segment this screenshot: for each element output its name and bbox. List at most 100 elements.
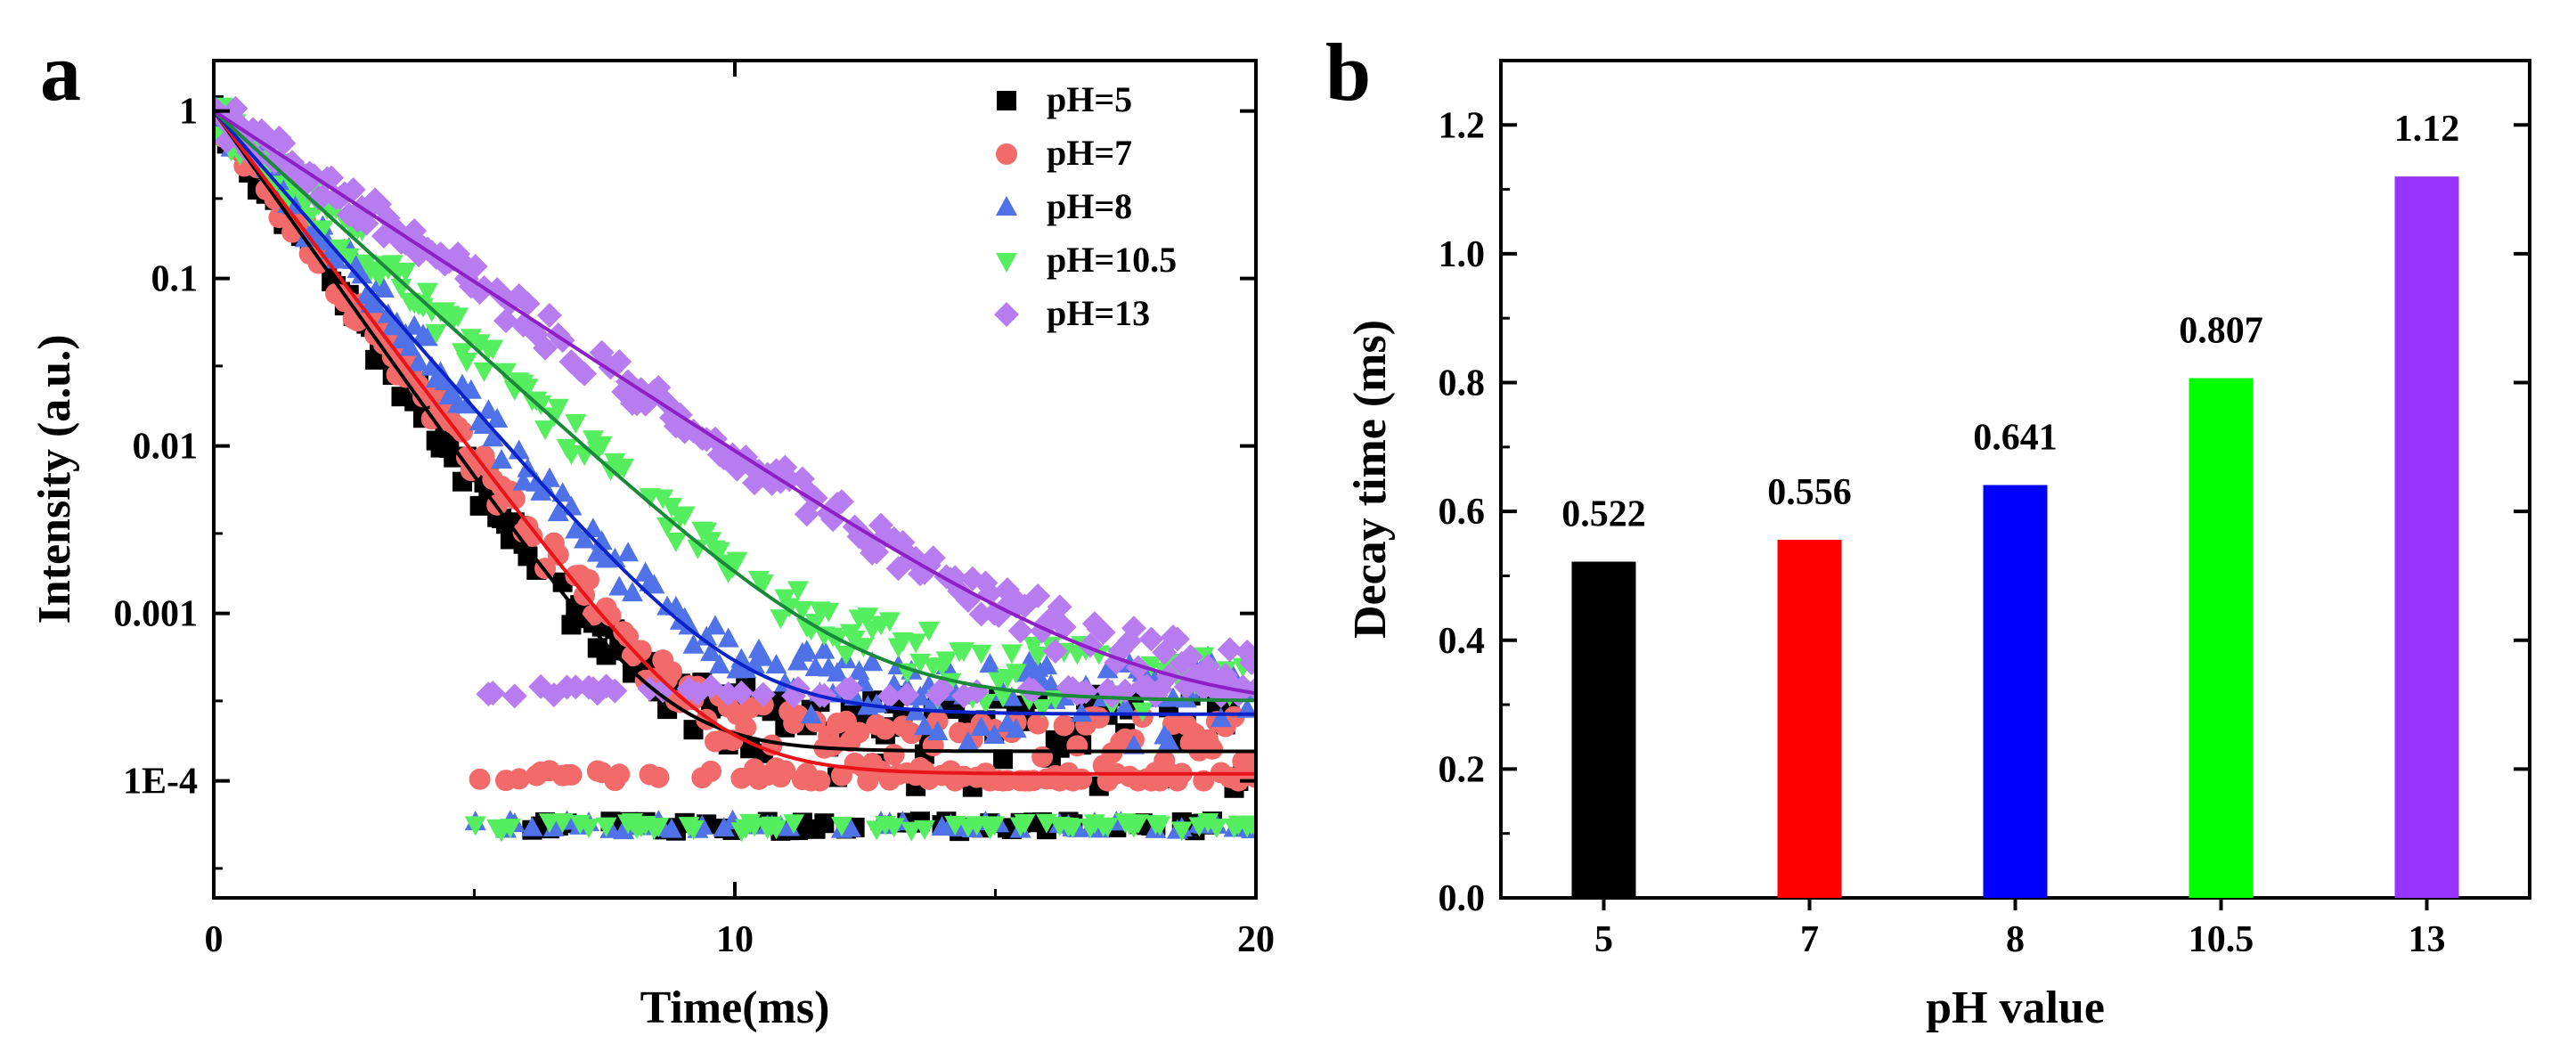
series-ph-8-fit-line <box>214 110 1256 716</box>
marker-diamond <box>1021 677 1047 703</box>
marker-diamond <box>837 675 863 701</box>
marker-triangle-down <box>830 816 852 836</box>
y-tick-label: 0.01 <box>133 427 199 468</box>
marker-triangle-down <box>953 642 975 663</box>
legend-label: pH=7 <box>1047 133 1132 173</box>
marker-diamond <box>602 678 628 704</box>
marker-triangle-down <box>464 816 486 836</box>
marker-triangle-up <box>542 817 565 837</box>
marker-triangle-down <box>390 278 412 298</box>
marker-triangle-up <box>460 379 482 399</box>
marker-triangle-down <box>883 818 905 838</box>
marker-circle <box>883 744 905 766</box>
marker-circle <box>503 487 526 510</box>
marker-circle <box>774 760 796 782</box>
legend-label: pH=5 <box>1047 79 1132 119</box>
marker-triangle-up <box>913 715 935 736</box>
bar-value-label: 0.522 <box>1561 494 1646 535</box>
marker-triangle-up <box>700 641 722 662</box>
marker-triangle-down <box>783 814 805 835</box>
marker-diamond <box>533 335 558 361</box>
marker-triangle-down <box>312 220 334 241</box>
y-tick-label: 0.0 <box>1439 878 1486 919</box>
marker-triangle-up <box>551 482 574 502</box>
marker-triangle-up <box>661 818 683 838</box>
panel-a-plot-area <box>214 94 1256 843</box>
marker-triangle-down <box>1149 816 1171 836</box>
marker-triangle-up <box>512 470 534 491</box>
series-ph-10-5-fit-line <box>214 110 1256 703</box>
marker-triangle-up <box>996 196 1017 216</box>
marker-triangle-up <box>1036 655 1058 675</box>
bar <box>1983 485 2048 898</box>
legend-label: pH=13 <box>1047 293 1150 333</box>
marker-circle <box>521 525 543 547</box>
marker-diamond <box>1007 618 1033 644</box>
marker-triangle-up <box>752 646 774 666</box>
legend-item: pH=8 <box>996 186 1132 226</box>
y-axis-label: Intensity (a.u.) <box>29 334 80 624</box>
marker-triangle-up <box>604 547 626 567</box>
marker-triangle-down <box>996 253 1017 273</box>
marker-triangle-down <box>726 551 748 572</box>
bar <box>2189 378 2254 898</box>
y-tick-label: 1E-4 <box>123 762 198 803</box>
y-tick-label: 1.2 <box>1439 105 1486 146</box>
bar-value-label: 0.641 <box>1973 418 2058 459</box>
marker-triangle-down <box>395 262 417 282</box>
marker-diamond <box>493 308 518 334</box>
marker-diamond <box>572 361 598 387</box>
marker-triangle-up <box>861 651 884 672</box>
marker-triangle-down <box>551 813 574 834</box>
marker-circle <box>1071 768 1093 790</box>
marker-triangle-up <box>372 277 395 298</box>
bar <box>1777 539 1842 898</box>
marker-triangle-up <box>1158 730 1180 750</box>
x-tick-label: 10.5 <box>2189 919 2254 960</box>
marker-triangle-down <box>469 334 491 355</box>
marker-triangle-down <box>1197 812 1219 833</box>
marker-triangle-up <box>839 817 861 837</box>
marker-diamond <box>994 302 1019 327</box>
marker-triangle-up <box>408 351 430 371</box>
marker-diamond <box>480 681 506 706</box>
marker-diamond <box>1243 676 1256 702</box>
marker-triangle-down <box>687 539 709 559</box>
marker-triangle-up <box>608 575 631 596</box>
marker-circle <box>1088 706 1110 729</box>
marker-triangle-down <box>1127 814 1149 835</box>
marker-circle <box>848 722 870 744</box>
marker-triangle-up <box>1210 707 1232 728</box>
marker-triangle-up <box>800 704 822 724</box>
x-tick-label: 8 <box>2006 919 2025 960</box>
marker-triangle-down <box>425 323 447 344</box>
marker-diamond <box>563 674 589 700</box>
panel-a-decay-curves: 0 10 20 1 0.1 0.01 0.001 1E-4 Time(ms) Intensity … <box>29 59 1275 1033</box>
marker-triangle-up <box>664 595 687 616</box>
marker-triangle-down <box>913 819 935 840</box>
marker-triangle-down <box>547 398 569 419</box>
marker-triangle-up <box>404 314 426 335</box>
panel-b-letter: b <box>1325 27 1371 118</box>
marker-circle <box>469 768 491 790</box>
marker-triangle-up <box>364 293 387 314</box>
marker-triangle-down <box>1096 818 1119 838</box>
marker-circle <box>1053 714 1075 737</box>
marker-triangle-down <box>277 190 299 210</box>
marker-diamond <box>1178 644 1203 670</box>
marker-triangle-down <box>565 413 587 434</box>
marker-triangle-down <box>1205 819 1227 839</box>
marker-triangle-up <box>621 582 643 602</box>
marker-triangle-up <box>717 627 739 648</box>
marker-triangle-up <box>1005 718 1027 738</box>
marker-triangle-down <box>591 436 613 456</box>
marker-triangle-down <box>901 821 923 842</box>
marker-triangle-up <box>926 721 949 741</box>
marker-circle <box>809 770 831 792</box>
marker-triangle-up <box>473 413 495 434</box>
bar <box>1571 561 1636 898</box>
marker-circle <box>901 722 923 745</box>
bar <box>2394 176 2459 899</box>
marker-triangle-down <box>499 819 521 839</box>
marker-diamond <box>607 349 632 375</box>
